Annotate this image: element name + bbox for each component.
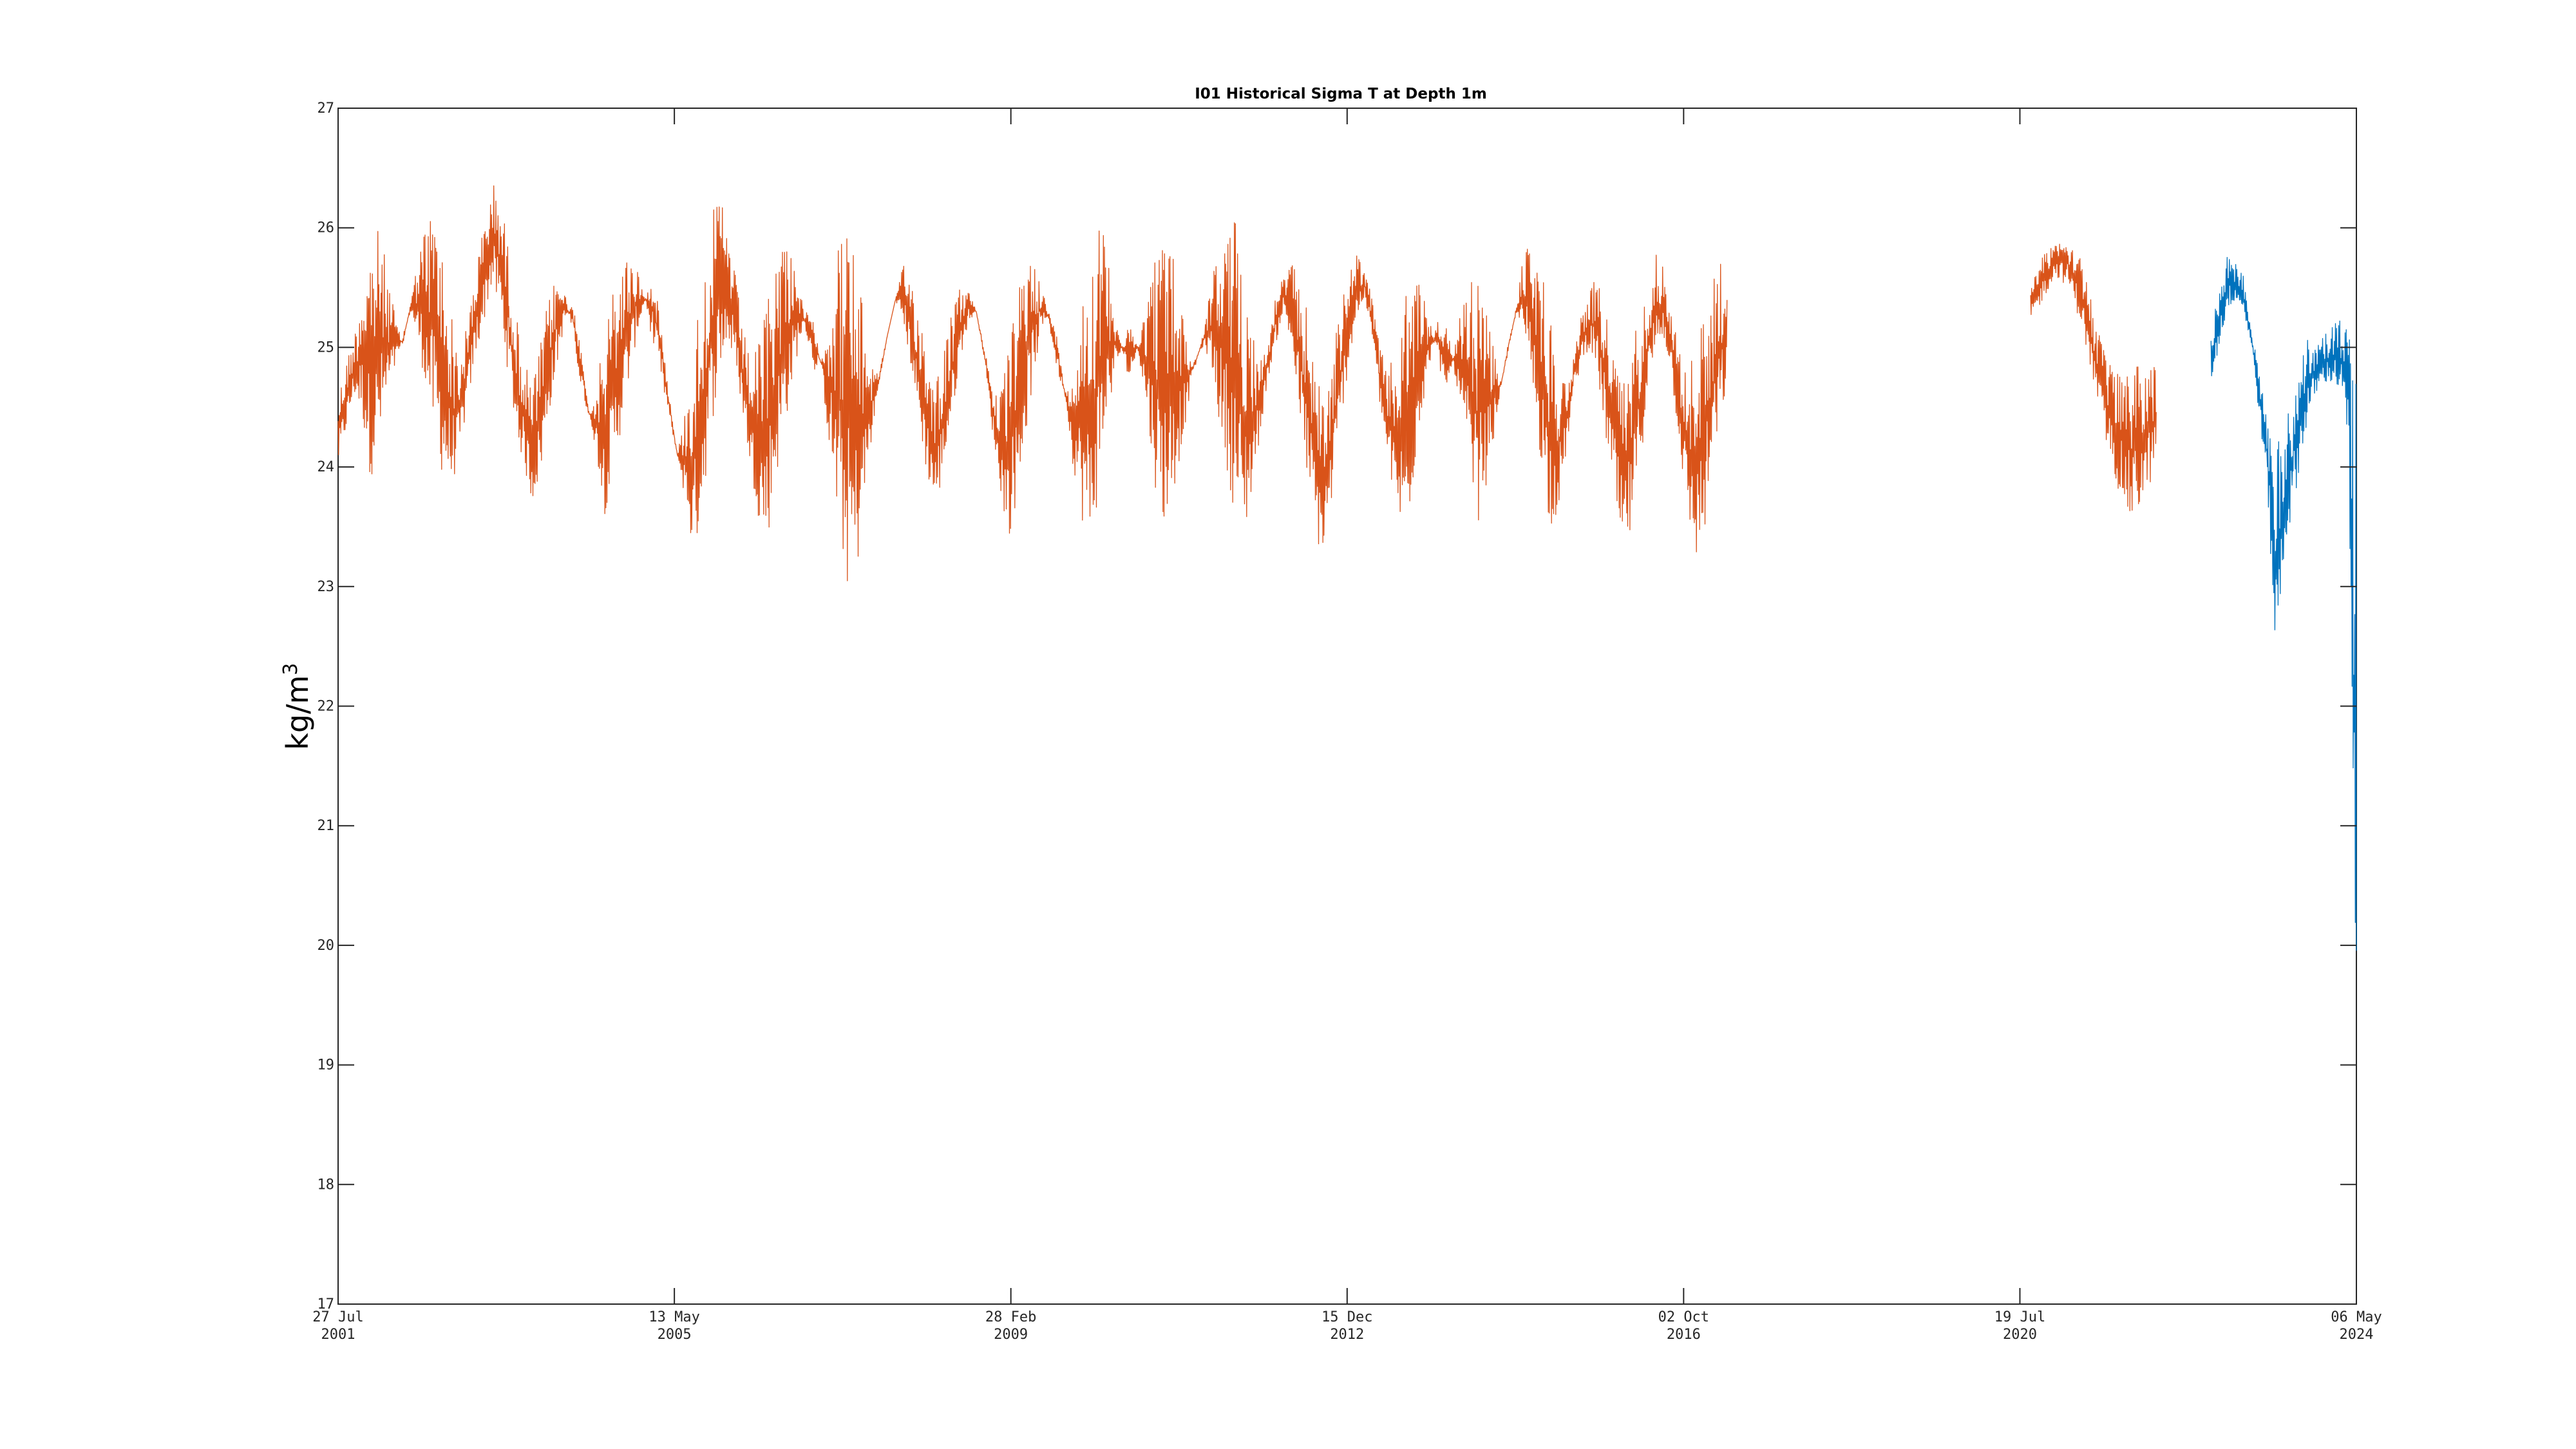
- x-tick-label-line1: 27 Jul: [312, 1309, 363, 1325]
- x-tick-label-line2: 2012: [1330, 1327, 1364, 1343]
- x-tick-label-line1: 28 Feb: [985, 1309, 1036, 1325]
- y-axis-label-base: kg/m: [280, 675, 315, 750]
- x-tick-label-line2: 2009: [994, 1327, 1028, 1343]
- y-tick-label: 17: [317, 1296, 335, 1312]
- x-tick-label-line1: 02 Oct: [1658, 1309, 1709, 1325]
- y-tick-label: 20: [317, 938, 335, 954]
- y-axis: 17 18 19 20 21 22 23 24 25 26 27: [317, 100, 2356, 1312]
- series-0-segment-0: [337, 185, 1728, 582]
- y-tick-label: 27: [317, 100, 335, 117]
- y-tick-label: 19: [317, 1057, 335, 1074]
- x-tick-label-line1: 13 May: [649, 1309, 699, 1325]
- y-tick-label: 24: [317, 459, 335, 475]
- x-axis: 27 Jul 2001 13 May 2005 28 Feb 2009 15 Dec 2012…: [312, 108, 2382, 1343]
- y-tick-label: 22: [317, 699, 335, 715]
- x-tick-label-line1: 06 May: [2331, 1309, 2382, 1325]
- x-tick-label-line2: 2016: [1667, 1327, 1701, 1343]
- x-tick-label-line2: 2005: [658, 1327, 692, 1343]
- x-tick-label-line2: 2020: [2003, 1327, 2037, 1343]
- y-axis-label-superscript: 3: [279, 663, 302, 675]
- x-tick-label-line2: 2001: [321, 1327, 355, 1343]
- x-tick-label-line1: 15 Dec: [1321, 1309, 1372, 1325]
- x-tick-label-line2: 2024: [2340, 1327, 2374, 1343]
- chart-title: I01 Historical Sigma T at Depth 1m: [1195, 86, 1487, 102]
- y-tick-label: 25: [317, 339, 335, 355]
- y-tick-label: 23: [317, 579, 335, 595]
- y-tick-label: 21: [317, 818, 335, 834]
- y-tick-label: 26: [317, 220, 335, 236]
- series-0: [337, 185, 2157, 582]
- series-1: [2210, 257, 2357, 951]
- y-tick-label: 18: [317, 1177, 335, 1193]
- x-tick-label-line1: 19 Jul: [1994, 1309, 2045, 1325]
- series-layer: [337, 185, 2357, 951]
- series-1-segment-0: [2210, 257, 2357, 951]
- series-0-segment-1: [2030, 243, 2157, 511]
- y-axis-label: kg/m3: [279, 663, 316, 750]
